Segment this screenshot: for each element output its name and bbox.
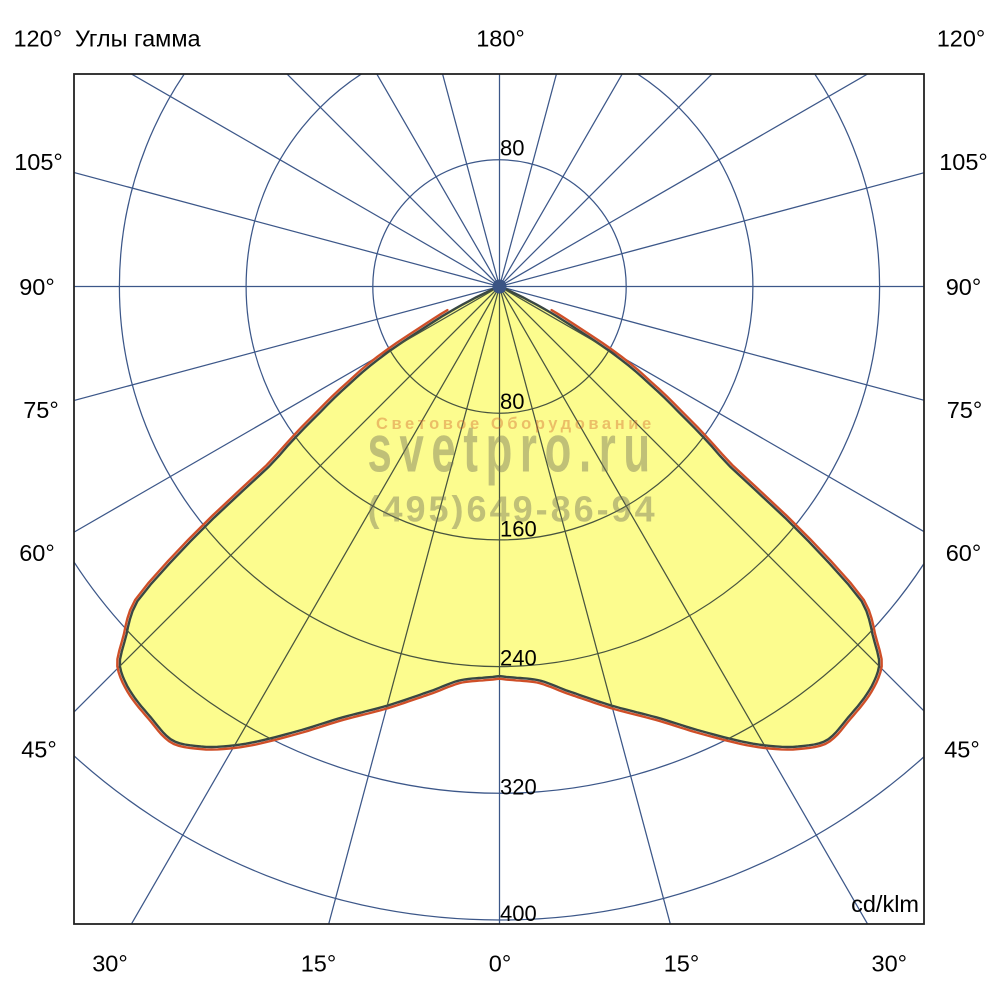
svg-text:(495)649-86-94: (495)649-86-94	[368, 489, 658, 530]
svg-text:15°: 15°	[301, 951, 337, 977]
svg-text:45°: 45°	[944, 737, 980, 763]
svg-text:120°: 120°	[937, 26, 986, 52]
svg-text:30°: 30°	[92, 951, 128, 977]
svg-text:90°: 90°	[19, 274, 55, 300]
svg-text:15°: 15°	[664, 951, 700, 977]
svg-text:400: 400	[500, 901, 537, 926]
svg-text:Углы гамма: Углы гамма	[75, 26, 201, 52]
svg-text:180°: 180°	[476, 26, 525, 52]
svg-text:75°: 75°	[23, 397, 59, 423]
svg-text:30°: 30°	[872, 951, 908, 977]
svg-text:75°: 75°	[947, 397, 983, 423]
svg-text:80: 80	[500, 135, 524, 160]
svg-text:60°: 60°	[946, 540, 982, 566]
svg-text:105°: 105°	[14, 149, 63, 175]
svg-text:0°: 0°	[489, 951, 511, 977]
svg-text:240: 240	[500, 646, 537, 671]
svg-text:90°: 90°	[946, 274, 982, 300]
svg-text:Световое Оборудование: Световое Оборудование	[376, 415, 655, 433]
svg-text:160: 160	[500, 517, 537, 542]
svg-text:45°: 45°	[21, 737, 57, 763]
svg-text:120°: 120°	[13, 26, 62, 52]
svg-text:320: 320	[500, 774, 537, 799]
svg-text:80: 80	[500, 389, 524, 414]
svg-text:60°: 60°	[19, 540, 55, 566]
svg-text:cd/klm: cd/klm	[851, 891, 919, 917]
svg-text:105°: 105°	[939, 149, 988, 175]
svg-text:svetpro.ru: svetpro.ru	[368, 412, 658, 487]
